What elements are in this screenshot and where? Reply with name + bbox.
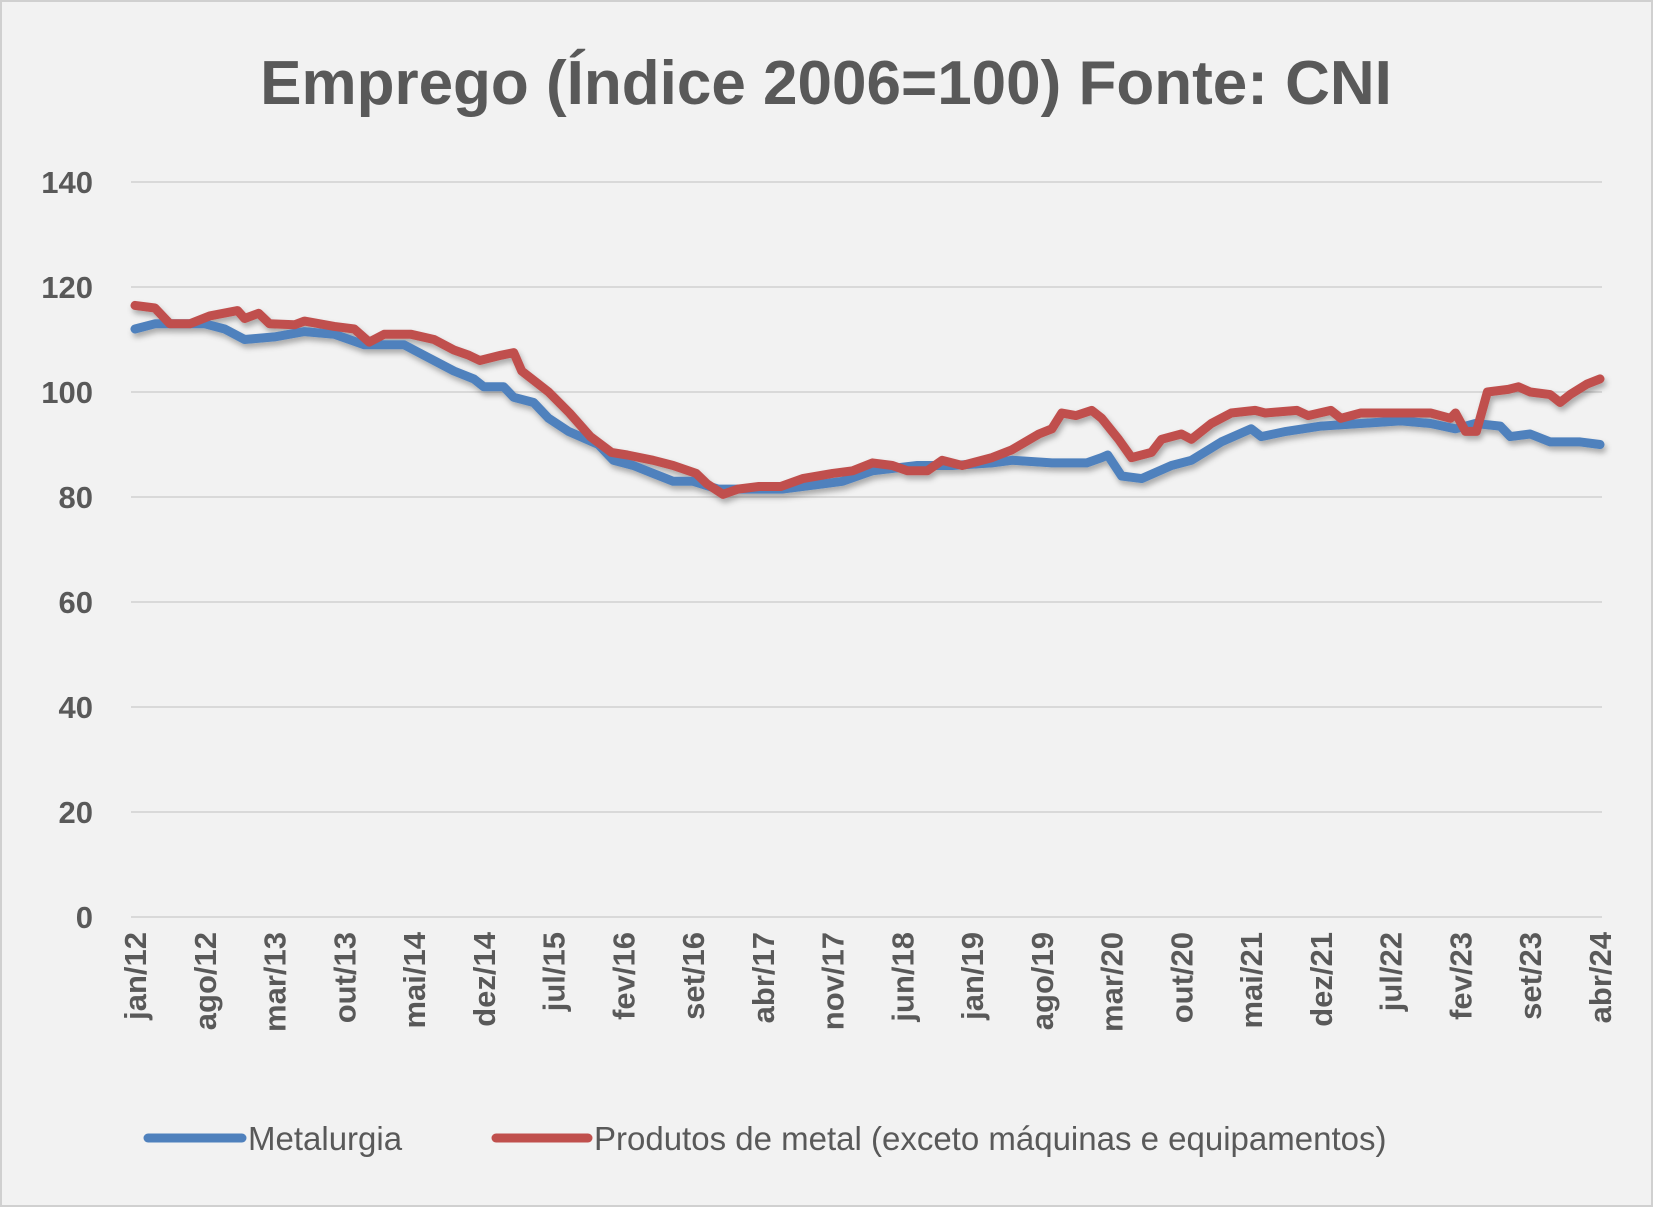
y-tick-label: 20 [59,795,93,830]
x-tick-label: abr/17 [746,932,781,1023]
x-tick-label: dez/21 [1304,932,1339,1027]
y-tick-label: 120 [41,270,93,305]
x-tick-label: fev/16 [606,932,641,1020]
series-line-produtos-de-metal [130,300,1605,499]
x-tick-label: fev/23 [1443,932,1478,1020]
x-axis-ticks: jan/12 ago/12 mar/13 out/13 mai/14 dez/14 jul/… [118,931,1618,1032]
legend-label-metalurgia: Metalurgia [248,1120,403,1157]
x-tick-label: set/23 [1513,932,1548,1020]
chart-title: Emprego (Índice 2006=100) Fonte: CNI [260,49,1392,118]
legend-label-produtos-de-metal: Produtos de metal (exceto máquinas e equ… [594,1120,1386,1157]
x-tick-label: jan/19 [955,932,990,1021]
series-line-metalurgia [130,319,1605,494]
x-tick-label: jun/18 [885,932,920,1023]
y-axis-ticks: 0 20 40 60 80 100 120 140 [41,165,93,935]
x-tick-label: ago/19 [1025,932,1060,1030]
x-tick-label: mai/14 [397,931,432,1028]
y-tick-label: 140 [41,165,93,200]
x-tick-label: out/20 [1164,932,1199,1023]
x-tick-label: jan/12 [118,932,153,1021]
series-lines [130,300,1605,499]
y-tick-label: 100 [41,375,93,410]
y-tick-label: 60 [59,585,93,620]
y-tick-label: 40 [59,690,93,725]
x-tick-label: set/16 [676,932,711,1020]
x-tick-label: mar/13 [258,932,293,1032]
x-tick-label: jul/15 [537,932,572,1012]
y-tick-label: 80 [59,480,93,515]
gridlines [131,181,1602,918]
x-tick-label: jul/22 [1374,932,1409,1012]
legend: Metalurgia Produtos de metal (exceto máq… [143,1120,1386,1157]
x-tick-label: ago/12 [188,932,223,1030]
x-tick-label: mai/21 [1234,932,1269,1029]
x-tick-label: abr/24 [1583,931,1618,1023]
x-tick-label: mar/20 [1095,932,1130,1032]
x-tick-label: out/13 [327,932,362,1023]
x-tick-label: dez/14 [467,931,502,1027]
y-tick-label: 0 [76,900,93,935]
x-tick-label: nov/17 [816,932,851,1030]
